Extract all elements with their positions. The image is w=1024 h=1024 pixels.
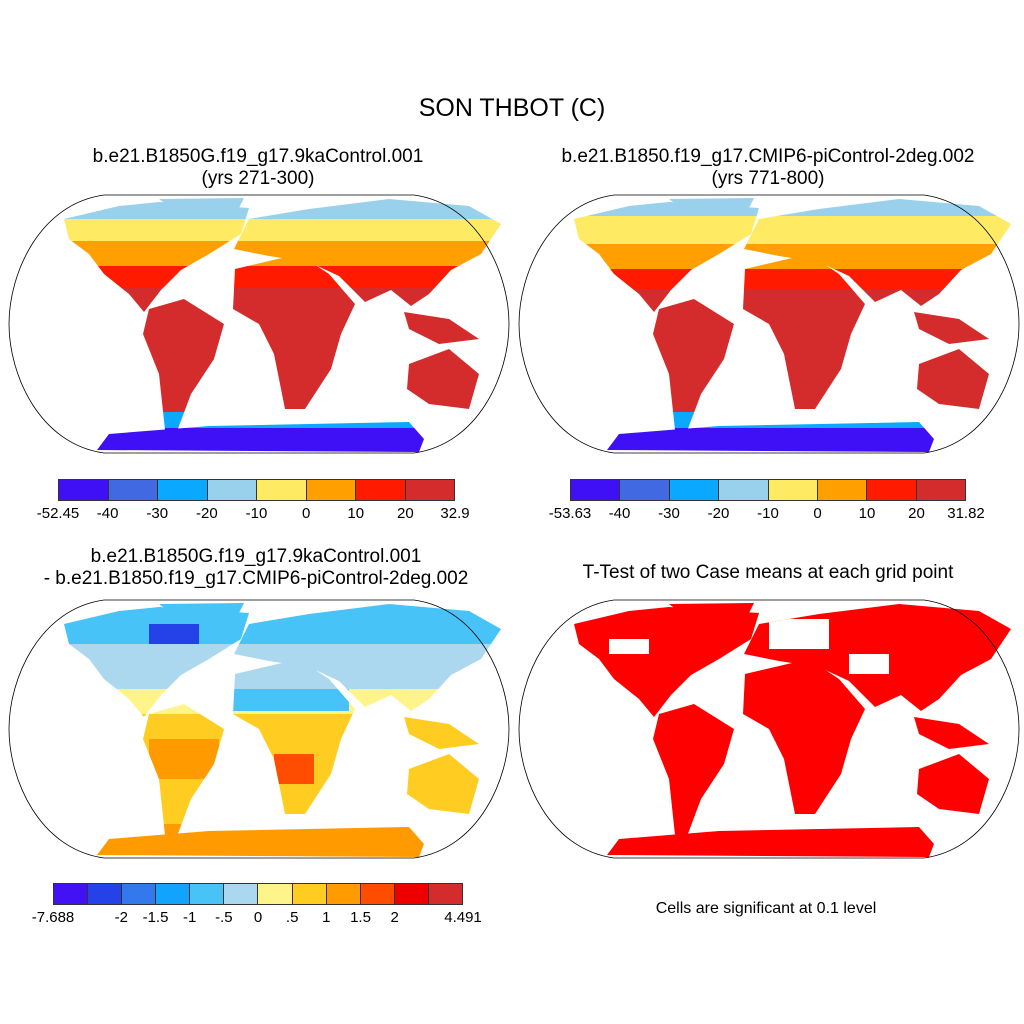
colorbar-box — [405, 480, 454, 500]
colorbar-label: -10 — [245, 505, 268, 522]
panel3-title: b.e21.B1850G.f19_g17.9kaControl.001 - b.… — [44, 546, 469, 590]
colorbar-label: 20 — [397, 505, 414, 522]
colorbar-boxes — [58, 479, 455, 501]
panel2-map-outline — [518, 194, 1020, 454]
colorbar-box — [817, 480, 868, 500]
colorbar-label: 10 — [858, 505, 876, 522]
colorbar-label: -1.5 — [142, 909, 169, 926]
colorbar-label: -30 — [658, 505, 680, 522]
colorbar-label: 4.491 — [444, 909, 482, 926]
colorbar-box — [207, 480, 257, 500]
colorbar-box — [59, 480, 109, 500]
colorbar-label: -1 — [182, 909, 197, 926]
colorbar-box — [108, 480, 158, 500]
colorbar-boxes — [570, 479, 966, 501]
panel2-title-line2: (yrs 771-800) — [711, 168, 825, 189]
panel2-land-field — [574, 198, 1011, 452]
panel1-map — [8, 194, 510, 454]
colorbar-box — [620, 480, 670, 500]
colorbar-box — [669, 480, 720, 500]
panel1-title-line2: (yrs 271-300) — [201, 168, 315, 189]
colorbar-box — [571, 480, 621, 500]
panel4-map — [518, 599, 1020, 859]
colorbar-label: -30 — [146, 505, 169, 522]
colorbar-label: -.5 — [215, 909, 233, 926]
colorbar-box — [54, 884, 89, 904]
colorbar-boxes — [53, 883, 463, 905]
colorbar-label: -7.688 — [31, 909, 75, 926]
figure-title: SON THBOT (C) — [418, 94, 606, 122]
colorbar-label: -2 — [114, 909, 128, 926]
colorbar-label: -20 — [196, 505, 218, 522]
colorbar-label: 0 — [301, 505, 311, 522]
colorbar-box — [356, 480, 406, 500]
panel2-map — [518, 194, 1020, 454]
colorbar-box — [156, 884, 191, 904]
colorbar-box — [292, 884, 327, 904]
colorbar-label: -20 — [707, 505, 730, 522]
colorbar-box — [158, 480, 208, 500]
panel2-title-line1: b.e21.B1850.f19_g17.CMIP6-piControl-2deg… — [561, 146, 975, 167]
colorbar-label: 32.9 — [440, 505, 470, 522]
panel3-map — [8, 599, 510, 859]
panel2-title: b.e21.B1850.f19_g17.CMIP6-piControl-2deg… — [561, 146, 974, 190]
colorbar-box — [257, 480, 307, 500]
panel4-title: T-Test of two Case means at each grid po… — [582, 562, 954, 583]
colorbar-label: -53.63 — [548, 505, 592, 522]
colorbar-box — [428, 884, 462, 904]
colorbar-box — [190, 884, 225, 904]
colorbar-box — [719, 480, 769, 500]
colorbar-label: 0 — [813, 505, 822, 522]
colorbar-label: -10 — [757, 505, 779, 522]
panel1-map-outline — [8, 194, 510, 454]
panel3-title-line1: b.e21.B1850G.f19_g17.9kaControl.001 — [90, 546, 422, 567]
panel1-land-field — [64, 198, 501, 452]
colorbar-label: 20 — [908, 505, 925, 522]
panel1-title: b.e21.B1850G.f19_g17.9kaControl.001 (yrs… — [93, 146, 424, 190]
colorbar-box — [394, 884, 429, 904]
panel3-land-field — [64, 603, 501, 857]
colorbar-box — [258, 884, 293, 904]
colorbar-label: -52.45 — [36, 505, 80, 522]
colorbar-label: 0 — [253, 909, 263, 926]
colorbar-box — [224, 884, 259, 904]
colorbar-label: 2 — [390, 909, 399, 926]
colorbar-box — [867, 480, 917, 500]
colorbar-box — [916, 480, 965, 500]
colorbar-label: 1.5 — [350, 909, 371, 926]
panel3-map-outline — [8, 599, 510, 859]
colorbar-label: 1 — [322, 909, 331, 926]
colorbar-label: 10 — [347, 505, 365, 522]
colorbar-box — [306, 480, 356, 500]
colorbar-label: -40 — [96, 505, 119, 522]
colorbar-label: -40 — [608, 505, 631, 522]
colorbar-box — [360, 884, 395, 904]
colorbar-box — [326, 884, 361, 904]
panel4-significant-cells — [574, 603, 1011, 857]
colorbar-box — [768, 480, 818, 500]
panel1-title-line1: b.e21.B1850G.f19_g17.9kaControl.001 — [92, 146, 424, 167]
colorbar-box — [122, 884, 157, 904]
colorbar-box — [88, 884, 123, 904]
colorbar-label: .5 — [285, 909, 299, 926]
panel4-map-outline — [518, 599, 1020, 859]
panel3-title-line2: - b.e21.B1850.f19_g17.CMIP6-piControl-2d… — [43, 568, 469, 589]
colorbar-label: 31.82 — [947, 505, 985, 522]
significance-note: Cells are significant at 0.1 level — [655, 900, 877, 917]
